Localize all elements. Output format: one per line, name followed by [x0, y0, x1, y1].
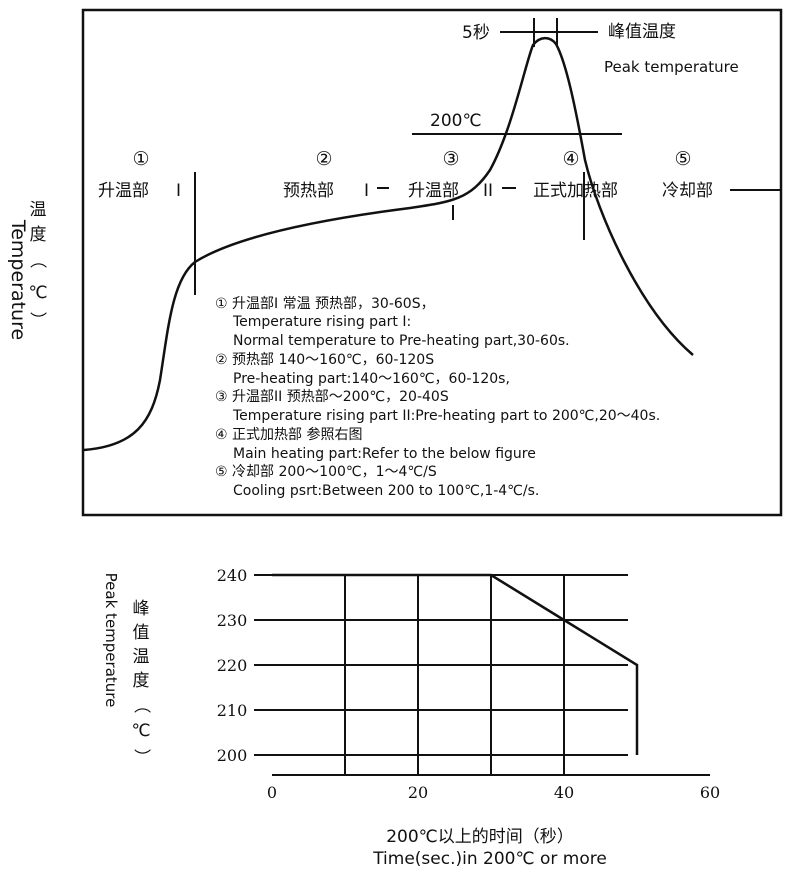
- y-tick-label: 220: [217, 656, 248, 675]
- temp-200-label: 200℃: [430, 111, 482, 131]
- x-tick-label: 40: [554, 783, 574, 802]
- y-tick-label: 230: [217, 611, 248, 630]
- zone-label-5: 冷却部: [662, 181, 713, 201]
- zone-sep-1: I: [176, 181, 181, 201]
- peak-limit-line: [272, 573, 639, 755]
- chart-y-label-cn-3: 温: [133, 647, 150, 667]
- chart-x-ticks: 0 20 40 60: [267, 783, 720, 802]
- note-3-en-1: Temperature rising part II:Pre-heating p…: [232, 408, 660, 424]
- profile-y-label-cn-2: 度: [30, 225, 47, 245]
- chart-x-label-cn: 200℃以上的时间（秒）: [386, 827, 574, 847]
- zone-number-3: ③: [442, 148, 459, 170]
- x-tick-label: 0: [267, 783, 277, 802]
- peak-temperature-chart: Peak temperature 峰 值 温 度 （ ℃ ） 240 230 220…: [102, 566, 720, 869]
- profile-y-label-cn-5: ）: [27, 312, 47, 329]
- y-tick-label: 240: [217, 566, 248, 585]
- note-1-en-1: Temperature rising part I:: [232, 314, 411, 330]
- zone-label-4: 正式加热部: [533, 181, 618, 201]
- chart-grid: [254, 574, 710, 776]
- profile-frame: [81, 8, 783, 517]
- chart-series: [272, 573, 639, 755]
- chart-y-label-cn-7: ）: [131, 749, 151, 766]
- zone-number-1: ①: [132, 148, 149, 170]
- chart-y-label-cn-6: ℃: [131, 721, 150, 741]
- reflow-profile-diagram: 温 度 （ ℃ ） Temperature 5秒 峰值温度 Peak tempe…: [7, 8, 783, 517]
- note-1-en-2: Normal temperature to Pre-heating part,3…: [233, 333, 570, 349]
- chart-y-label-en: Peak temperature: [102, 573, 120, 708]
- profile-notes: ① 升温部I 常温 预热部，30-60S， Temperature rising…: [215, 296, 660, 499]
- profile-y-label-cn-4: ℃: [28, 283, 47, 303]
- note-3-cn: ③ 升温部II 预热部～200℃，20-40S: [215, 389, 449, 405]
- zone-label-3: 升温部: [408, 181, 459, 201]
- zone-sep-2: I: [364, 181, 369, 201]
- temperature-profile-curve: [83, 36, 694, 452]
- chart-y-ticks: 240 230 220 210 200: [217, 566, 248, 765]
- chart-y-label-cn-2: 值: [133, 623, 150, 643]
- x-tick-label: 60: [700, 783, 720, 802]
- chart-y-label-cn-1: 峰: [133, 599, 150, 619]
- chart-y-label-cn-4: 度: [133, 671, 150, 691]
- note-2-en-1: Pre-heating part:140～160℃，60-120s,: [233, 371, 510, 387]
- chart-x-label-en: Time(sec.)in 200℃ or more: [372, 849, 607, 869]
- zone-sep-3: II: [483, 181, 493, 201]
- note-4-cn: ④ 正式加热部 参照右图: [215, 426, 362, 443]
- note-2-cn: ② 预热部 140～160℃，60-120S: [215, 352, 434, 368]
- profile-y-label-cn-1: 温: [30, 200, 47, 220]
- profile-y-label-en: Temperature: [7, 219, 29, 340]
- y-tick-label: 210: [217, 701, 248, 720]
- peak-time-label: 5秒: [462, 23, 490, 43]
- peak-temp-label-en: Peak temperature: [604, 58, 739, 76]
- zone-number-4: ④: [562, 148, 579, 170]
- note-4-en-1: Main heating part:Refer to the below fig…: [233, 446, 536, 462]
- zone-number-2: ②: [315, 148, 332, 170]
- zone-number-5: ⑤: [674, 148, 691, 170]
- x-tick-label: 20: [408, 783, 428, 802]
- chart-y-label-cn-5: （: [131, 697, 151, 714]
- note-5-cn: ⑤ 冷却部 200～100℃，1～4℃/S: [215, 464, 437, 480]
- peak-temp-label-cn: 峰值温度: [608, 22, 676, 42]
- profile-y-label-cn-3: （: [27, 252, 47, 269]
- note-5-en-1: Cooling psrt:Between 200 to 100℃,1-4℃/s.: [233, 483, 539, 499]
- note-1-cn: ① 升温部I 常温 预热部，30-60S，: [215, 296, 435, 312]
- y-tick-label: 200: [217, 746, 248, 765]
- zone-label-1: 升温部: [98, 181, 149, 201]
- zone-label-2: 预热部: [283, 181, 334, 201]
